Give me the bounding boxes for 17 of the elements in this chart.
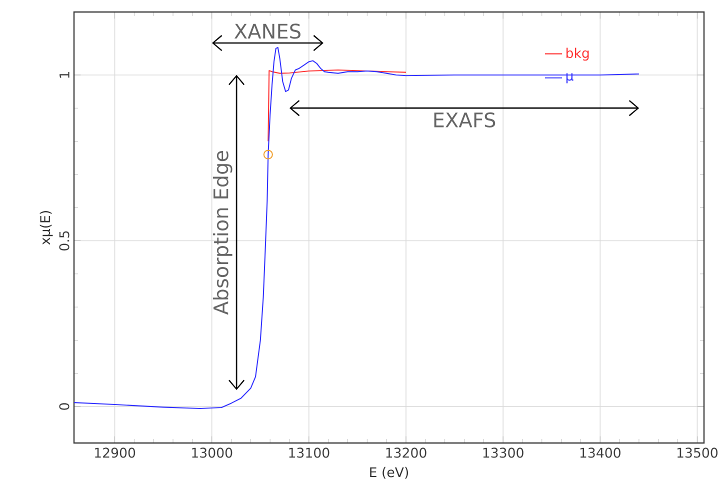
annotation: EXAFS xyxy=(434,112,496,128)
y-tick-label: 0 xyxy=(59,403,70,410)
y-tick-label: 1 xyxy=(60,72,70,78)
legend-label: bkg xyxy=(566,48,589,61)
line-series xyxy=(268,69,407,142)
annotation: XANES xyxy=(234,24,300,39)
x-tick-label: 13400 xyxy=(580,448,620,458)
x-axis-title: E (eV) xyxy=(370,466,408,479)
x-tick-label: 13300 xyxy=(483,448,524,458)
x-tick-label: 13500 xyxy=(677,448,718,458)
y-tick-label: 0.5 xyxy=(59,231,70,250)
x-tick-label: 13000 xyxy=(192,448,232,458)
annotation: Absorption Edge xyxy=(212,151,232,315)
x-tick-label: 13200 xyxy=(386,448,426,458)
x-tick-label: 13100 xyxy=(289,448,330,458)
y-axis-title: xμ(E) xyxy=(40,211,53,245)
x-tick-label: 12900 xyxy=(95,448,136,458)
